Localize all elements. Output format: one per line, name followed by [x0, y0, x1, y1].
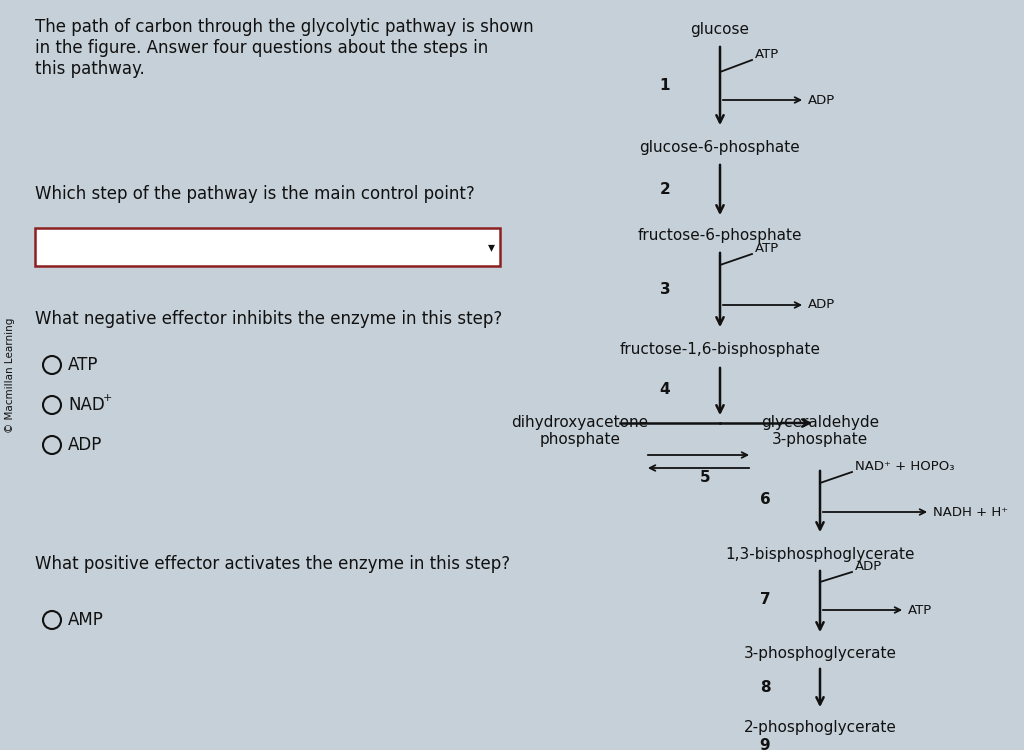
Text: NAD⁺ + HOPO₃: NAD⁺ + HOPO₃	[855, 460, 954, 473]
Text: dihydroxyacetone
phosphate: dihydroxyacetone phosphate	[511, 415, 648, 448]
Text: 1: 1	[659, 77, 671, 92]
Text: What positive effector activates the enzyme in this step?: What positive effector activates the enz…	[35, 555, 510, 573]
Text: NAD: NAD	[68, 396, 104, 414]
Text: 2: 2	[659, 182, 671, 197]
Text: 3: 3	[659, 283, 671, 298]
Text: 9: 9	[760, 737, 770, 750]
Text: ATP: ATP	[68, 356, 98, 374]
Text: ADP: ADP	[855, 560, 883, 574]
Text: 2-phosphoglycerate: 2-phosphoglycerate	[743, 720, 896, 735]
Text: 8: 8	[760, 680, 770, 695]
Text: 7: 7	[760, 592, 770, 608]
Text: 4: 4	[659, 382, 671, 398]
Text: 5: 5	[699, 470, 711, 485]
Text: ▾: ▾	[488, 240, 495, 254]
Text: 1,3-bisphosphoglycerate: 1,3-bisphosphoglycerate	[725, 547, 914, 562]
Text: ADP: ADP	[808, 94, 836, 106]
Text: The path of carbon through the glycolytic pathway is shown
in the figure. Answer: The path of carbon through the glycolyti…	[35, 18, 534, 77]
Bar	[35, 228, 500, 266]
Text: © Macmillan Learning: © Macmillan Learning	[5, 317, 15, 433]
Text: glucose: glucose	[690, 22, 750, 37]
Text: fructose-6-phosphate: fructose-6-phosphate	[638, 228, 802, 243]
Text: ADP: ADP	[808, 298, 836, 311]
Text: glyceraldehyde
3-phosphate: glyceraldehyde 3-phosphate	[761, 415, 879, 448]
Text: What negative effector inhibits the enzyme in this step?: What negative effector inhibits the enzy…	[35, 310, 502, 328]
Text: glucose-6-phosphate: glucose-6-phosphate	[640, 140, 801, 155]
Text: ATP: ATP	[755, 242, 779, 256]
Text: NADH + H⁺: NADH + H⁺	[933, 506, 1008, 518]
Text: 3-phosphoglycerate: 3-phosphoglycerate	[743, 646, 896, 661]
Text: AMP: AMP	[68, 611, 103, 629]
Text: 6: 6	[760, 493, 770, 508]
Text: Which step of the pathway is the main control point?: Which step of the pathway is the main co…	[35, 185, 475, 203]
Text: ATP: ATP	[755, 49, 779, 62]
Text: fructose-1,6-bisphosphate: fructose-1,6-bisphosphate	[620, 342, 820, 357]
Text: ADP: ADP	[68, 436, 102, 454]
Text: ATP: ATP	[908, 604, 932, 616]
Text: +: +	[103, 393, 113, 403]
